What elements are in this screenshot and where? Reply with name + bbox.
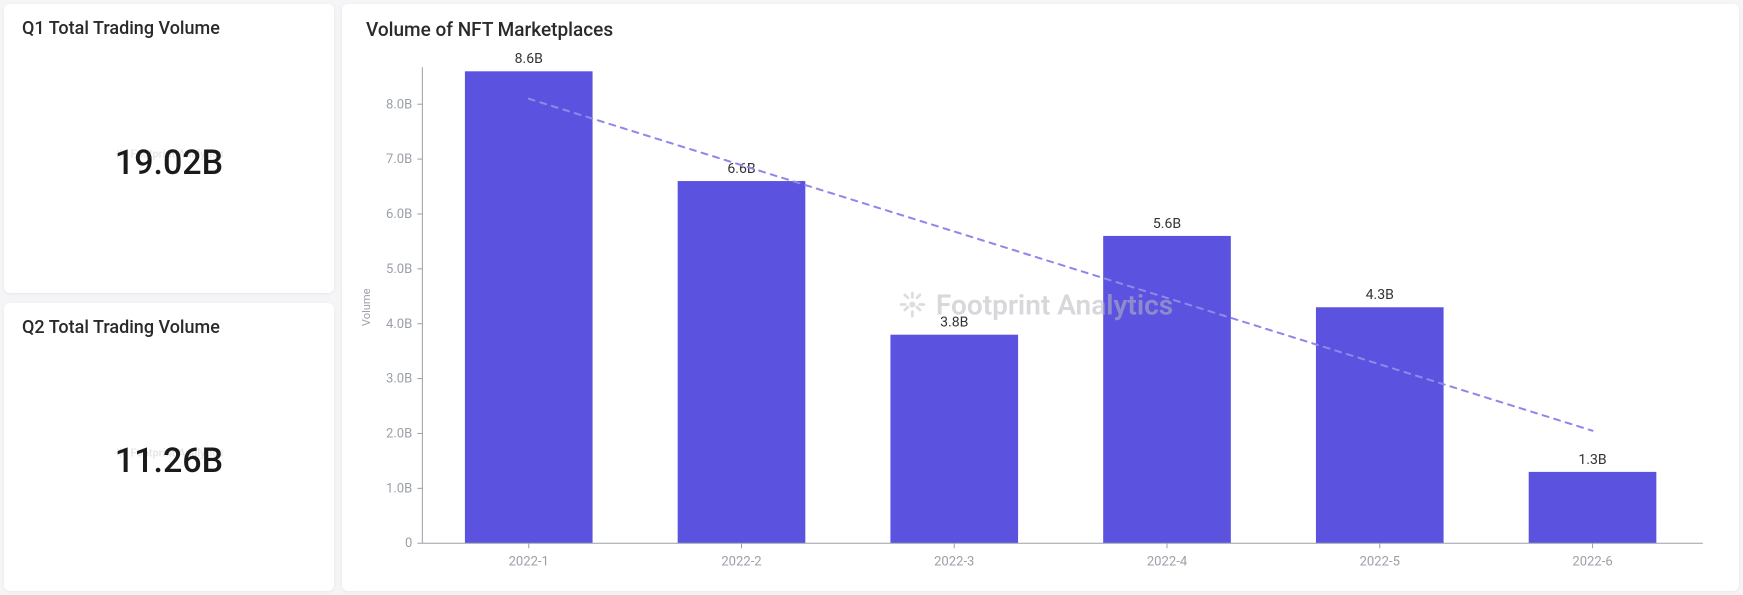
- y-tick-label: 4.0B: [386, 317, 412, 332]
- x-tick-label: 2022-3: [934, 554, 974, 569]
- y-tick-label: 6.0B: [386, 207, 412, 222]
- y-axis-label: Volume: [360, 288, 373, 326]
- q1-card-value: 19.02B: [115, 143, 223, 183]
- volume-bar-chart: 0 1.0B 2.0B 3.0B 4.0B 5.0B 6.0B 7.0B 8.0B 8.6B 202…: [352, 47, 1719, 584]
- bar[interactable]: [465, 71, 593, 543]
- y-tick-label: 2.0B: [386, 426, 412, 441]
- bar[interactable]: [1529, 472, 1657, 543]
- bar-value-label: 4.3B: [1366, 287, 1394, 303]
- x-tick-label: 2022-6: [1572, 554, 1612, 569]
- y-tick-label: 1.0B: [386, 481, 412, 496]
- chart-title: Volume of NFT Marketplaces: [352, 14, 1719, 47]
- x-tick-label: 2022-1: [509, 554, 549, 569]
- bar-value-label: 5.6B: [1153, 216, 1181, 232]
- q1-card: Q1 Total Trading Volume Footprint Analyt…: [4, 4, 334, 293]
- q1-card-title: Q1 Total Trading Volume: [4, 4, 334, 39]
- y-tick-label: 0: [405, 536, 412, 551]
- y-tick-label: 3.0B: [386, 372, 412, 387]
- sidebar: Q1 Total Trading Volume Footprint Analyt…: [0, 0, 340, 595]
- y-tick-label: 7.0B: [386, 152, 412, 167]
- bar-value-label: 3.8B: [940, 315, 968, 331]
- x-tick-label: 2022-4: [1147, 554, 1188, 569]
- y-tick-label: 5.0B: [386, 262, 412, 277]
- bar-value-label: 1.3B: [1578, 452, 1606, 468]
- y-tick-label: 8.0B: [386, 97, 412, 112]
- q2-card-title: Q2 Total Trading Volume: [4, 303, 334, 338]
- chart-area: Footprint Analytics 01.0B2.0B3.0B4.0B5.0…: [352, 47, 1719, 584]
- q2-card: Q2 Total Trading Volume Footprint Analyt…: [4, 303, 334, 592]
- x-tick-label: 2022-2: [721, 554, 761, 569]
- chart-panel: Volume of NFT Marketplaces Footprint Ana…: [342, 4, 1739, 591]
- bar-value-label: 8.6B: [515, 51, 543, 67]
- x-tick-label: 2022-5: [1360, 554, 1400, 569]
- bar[interactable]: [890, 335, 1018, 544]
- bar[interactable]: [678, 181, 806, 543]
- q2-card-value: 11.26B: [115, 441, 223, 481]
- bar[interactable]: [1103, 236, 1231, 543]
- bar[interactable]: [1316, 307, 1444, 543]
